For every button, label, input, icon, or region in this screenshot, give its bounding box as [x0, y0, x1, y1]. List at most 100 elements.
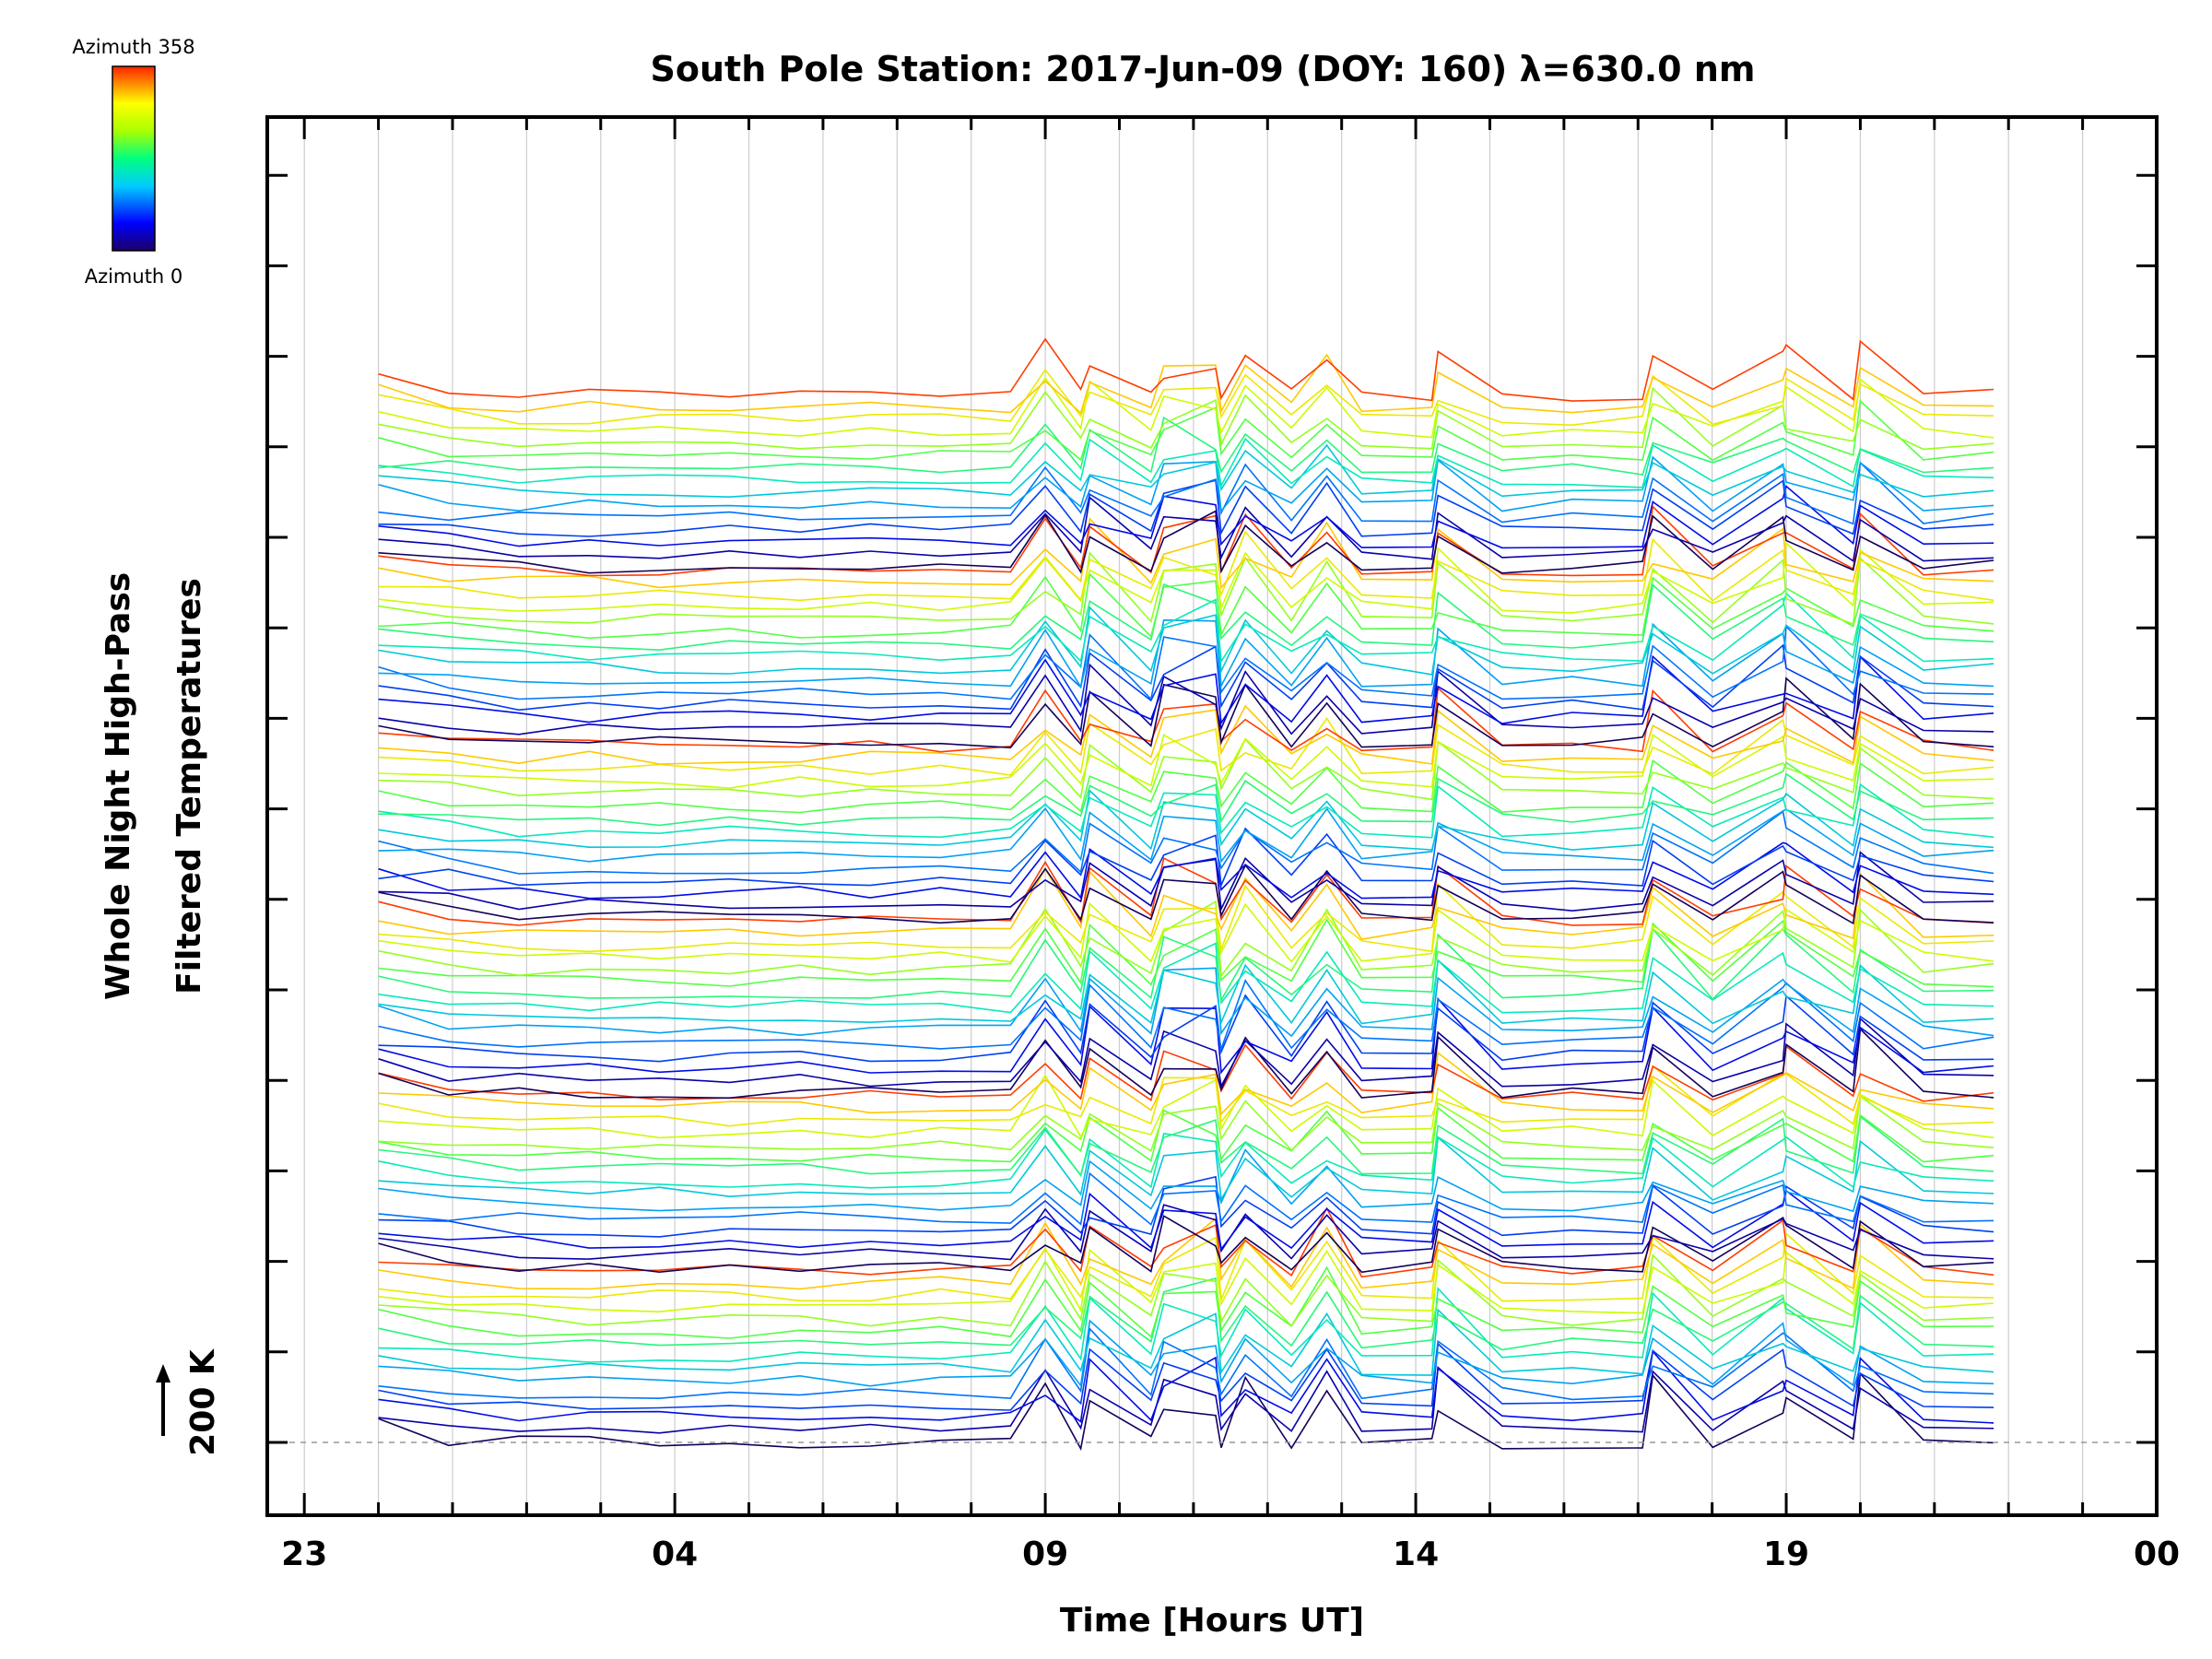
- series-line: [378, 1326, 1994, 1401]
- x-tick-label: 09: [1022, 1535, 1068, 1573]
- x-tick-labels: 23 04 09 14 19 00: [281, 1535, 2180, 1573]
- series-line: [378, 704, 1994, 765]
- series-line: [378, 1204, 1994, 1261]
- series-line: [378, 618, 1994, 689]
- chart-title: South Pole Station: 2017-Jun-09 (DOY: 16…: [651, 49, 1756, 89]
- series-line: [378, 1217, 1994, 1290]
- series-line: [378, 1277, 1994, 1351]
- series-line: [378, 443, 1994, 499]
- series-line: [378, 1095, 1994, 1152]
- series-line: [378, 606, 1994, 676]
- series-line: [378, 376, 1994, 439]
- series-line: [378, 485, 1994, 549]
- series-line: [378, 1365, 1994, 1434]
- series-line: [378, 1265, 1994, 1339]
- series-line: [378, 841, 1994, 900]
- series-line: [378, 1253, 1994, 1327]
- series-line: [378, 1308, 1994, 1376]
- series-line: [378, 901, 1994, 963]
- colorbar-bottom-label: Azimuth 0: [85, 265, 183, 288]
- series-line: [378, 1349, 1994, 1424]
- series-line: [378, 1246, 1994, 1314]
- colorbar-top-label: Azimuth 358: [72, 36, 194, 58]
- series-line: [378, 1128, 1994, 1189]
- series-line: [378, 1342, 1994, 1411]
- series-line: [378, 416, 1994, 476]
- series-line: [378, 806, 1994, 864]
- series-line: [378, 337, 1994, 402]
- series-line: [378, 1135, 1994, 1202]
- series-line: [378, 867, 1994, 940]
- series-line: [378, 510, 1994, 574]
- series-line: [378, 461, 1994, 525]
- series-line: [378, 1043, 1994, 1102]
- series-line: [378, 900, 1994, 978]
- series-line: [378, 1215, 1994, 1274]
- series-line: [378, 994, 1994, 1063]
- series-line: [378, 1287, 1994, 1363]
- series-line: [378, 353, 1994, 415]
- series-line: [378, 643, 1994, 712]
- series-line: [378, 1189, 1994, 1252]
- series-line: [378, 959, 1994, 1026]
- series-line: [378, 455, 1994, 513]
- series-line: [378, 882, 1994, 953]
- series-line: [378, 996, 1994, 1075]
- series-line: [378, 1171, 1994, 1226]
- series-line: [378, 827, 1994, 888]
- series-line: [378, 942, 1994, 1014]
- series-line: [378, 926, 1994, 1003]
- y-axis-label-line1: Whole Night High-Pass: [100, 572, 137, 1000]
- series-line: [378, 582, 1994, 652]
- series-line: [378, 864, 1994, 925]
- series-line: [378, 572, 1994, 640]
- series-line: [378, 677, 1994, 749]
- series-line: [378, 592, 1994, 664]
- series-line: [378, 654, 1994, 725]
- x-tick-label: 14: [1393, 1535, 1439, 1573]
- series-line: [378, 737, 1994, 801]
- series-line: [378, 386, 1994, 451]
- scale-indicator: 200 K: [156, 1348, 222, 1456]
- series-line: [378, 1114, 1994, 1177]
- series-line: [378, 437, 1994, 488]
- series-line: [378, 918, 1994, 988]
- series-line: [378, 851, 1994, 912]
- x-tick-label: 04: [652, 1535, 698, 1573]
- series-line: [378, 1051, 1994, 1116]
- series-line: [378, 759, 1994, 814]
- x-tick-label: 19: [1763, 1535, 1809, 1573]
- axis-ticks: [267, 117, 2159, 1515]
- series-line: [378, 1106, 1994, 1163]
- scale-label: 200 K: [184, 1348, 222, 1456]
- colorbar: Azimuth 358 Azimuth 0: [72, 36, 194, 288]
- colorbar-gradient: [112, 65, 156, 252]
- series-line: [378, 810, 1994, 875]
- series-line: [378, 1231, 1994, 1302]
- series-line: [378, 517, 1994, 590]
- series-line: [378, 782, 1994, 839]
- series-line: [378, 1148, 1994, 1213]
- series-line: [378, 717, 1994, 776]
- series-line: [378, 399, 1994, 462]
- plot-frame: [265, 115, 2159, 1517]
- series-line: [378, 857, 1994, 926]
- series-line: [378, 496, 1994, 563]
- series-line: [378, 687, 1994, 753]
- x-axis-label: Time [Hours UT]: [1060, 1602, 1364, 1640]
- y-axis-label-line2: Filtered Temperatures: [171, 578, 208, 994]
- series-line: [378, 624, 1994, 701]
- x-tick-label: 00: [2134, 1535, 2180, 1573]
- series-line: [378, 1206, 1994, 1278]
- series-line: [378, 772, 1994, 827]
- series-line: [378, 979, 1994, 1053]
- series-line: [378, 530, 1994, 602]
- series-lines: [378, 337, 1994, 1452]
- x-tick-label: 23: [281, 1535, 327, 1573]
- series-line: [378, 967, 1994, 1038]
- scale-arrow-head: [156, 1364, 171, 1382]
- series-line: [378, 1175, 1994, 1238]
- series-line: [378, 663, 1994, 735]
- series-line: [378, 541, 1994, 614]
